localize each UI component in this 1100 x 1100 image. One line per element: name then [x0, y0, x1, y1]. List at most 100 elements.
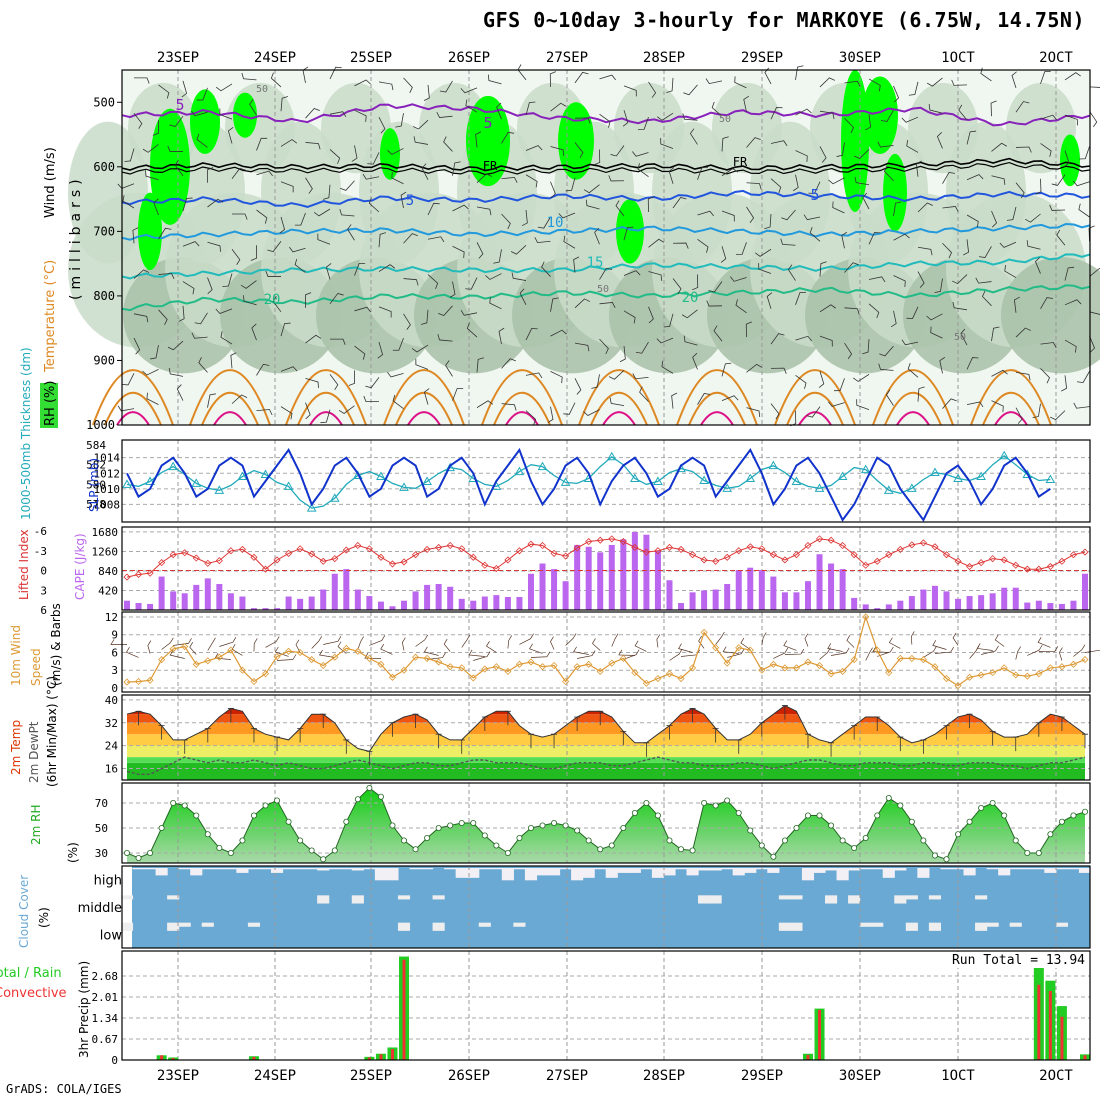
wind-barb-10m	[461, 634, 471, 648]
wind-barb-10m	[274, 646, 289, 657]
wind-barb	[951, 79, 968, 86]
thickness-marker	[722, 483, 733, 492]
wind-speed-marker	[146, 676, 154, 684]
cloud-clear-block	[236, 868, 249, 873]
isotherm-line	[121, 103, 1091, 127]
wind-barb	[132, 227, 139, 244]
wind-barb	[378, 117, 386, 134]
wind-barb-10m	[1037, 637, 1051, 648]
cloud-clear-block	[905, 895, 918, 900]
wind-barb	[485, 273, 502, 280]
lifted-index-marker	[296, 545, 304, 553]
wind-barb	[1073, 402, 1090, 409]
thickness-tick-label: 584	[86, 439, 106, 452]
cape-bar	[585, 546, 592, 610]
wind-barb-10m	[577, 650, 596, 659]
wind-barb	[452, 388, 464, 401]
wind-barb-10m	[380, 643, 393, 655]
thickness-marker	[283, 481, 294, 490]
wind-barb	[265, 270, 281, 277]
wind-barb	[133, 112, 143, 129]
wind-speed-marker	[238, 666, 246, 674]
isotherm-arc	[285, 369, 367, 426]
rh-marker	[851, 845, 858, 852]
wind-speed-marker	[481, 665, 489, 673]
wind-barb	[354, 262, 366, 276]
wind-barb	[222, 273, 233, 287]
wind-barb	[936, 132, 943, 149]
isotherm-line	[121, 284, 1091, 312]
precip-frame	[121, 950, 1091, 1061]
lifted-index-marker	[908, 541, 916, 549]
thickness-marker	[445, 462, 456, 472]
upper-air-frame	[121, 69, 1091, 426]
cloud-clear-block	[905, 922, 918, 931]
wind-barb-10m	[804, 633, 809, 647]
wind-barb	[890, 310, 897, 328]
wind10m-panel: 0 3 6 9 12	[105, 611, 1100, 695]
wind-barb-10m	[656, 634, 661, 648]
wind-barb	[153, 198, 159, 216]
contour-label: 5	[175, 96, 184, 114]
wind-barb	[280, 181, 294, 193]
wind-speed-marker	[458, 664, 466, 672]
wind-barb	[322, 184, 331, 200]
date-label-bottom: 30SEP	[839, 1068, 881, 1084]
wind-barb	[230, 352, 237, 369]
wind-barb	[697, 166, 708, 180]
cape-frame	[121, 526, 1091, 611]
wind-barb-10m	[529, 643, 543, 654]
wind-barb	[452, 204, 469, 212]
temperature-minmax-bar	[666, 725, 673, 740]
wind-barb	[294, 258, 306, 273]
rh-marker	[1001, 812, 1008, 819]
rh-marker	[401, 837, 408, 844]
temperature-minmax-bar	[435, 733, 442, 749]
date-label-bottom: 26SEP	[448, 1068, 490, 1084]
wind-barb	[915, 160, 922, 177]
thickness-marker	[306, 503, 317, 512]
wind-barb	[198, 357, 208, 373]
cape-bar	[1047, 603, 1054, 610]
wind-barb	[354, 79, 371, 87]
wind-barb-10m	[231, 644, 243, 656]
wind-barb	[746, 363, 763, 373]
date-label-bottom: 27SEP	[546, 1068, 588, 1084]
wind-barb	[377, 341, 384, 359]
cloud-clear-block	[167, 895, 180, 900]
wind-barb	[550, 146, 565, 156]
wind-barb	[795, 65, 804, 80]
thickness-marker	[145, 476, 155, 485]
wind-barb	[403, 313, 411, 330]
wind-barb-10m	[611, 633, 619, 647]
lifted-tick-label: -3	[34, 545, 47, 558]
temperature-minmax-bar	[181, 739, 188, 754]
rh-marker	[285, 818, 292, 825]
rh-marker	[424, 835, 431, 842]
wind-speed-marker	[665, 670, 674, 678]
cloud-clear-block	[617, 868, 630, 873]
wind-barb	[207, 241, 221, 252]
cloud-clear-block	[1021, 868, 1034, 870]
temperature-band	[127, 745, 1085, 758]
rh-marker	[1035, 850, 1042, 857]
wind-barb	[550, 329, 567, 337]
isotherm-arc	[602, 411, 636, 426]
wind-barb	[240, 280, 257, 289]
lifted-index-marker	[238, 545, 246, 553]
wind-barb-10m	[357, 636, 364, 650]
wind-barb	[329, 292, 344, 305]
wind-barb-10m	[565, 633, 577, 646]
lifted-index-marker	[388, 560, 397, 568]
wind-barb	[305, 292, 312, 308]
temperature-minmax-bar	[781, 705, 788, 720]
wind-barb	[339, 208, 355, 217]
lifted-index-marker	[1081, 548, 1089, 556]
rh-contour-fill	[946, 121, 1026, 264]
lifted-index-marker	[885, 551, 893, 559]
contour-label: 5	[406, 193, 414, 209]
wind-barb	[256, 409, 273, 416]
temperature-minmax-bar	[735, 739, 742, 754]
contour-label: 50	[256, 84, 268, 95]
cloud-cover-frame	[121, 865, 1091, 949]
